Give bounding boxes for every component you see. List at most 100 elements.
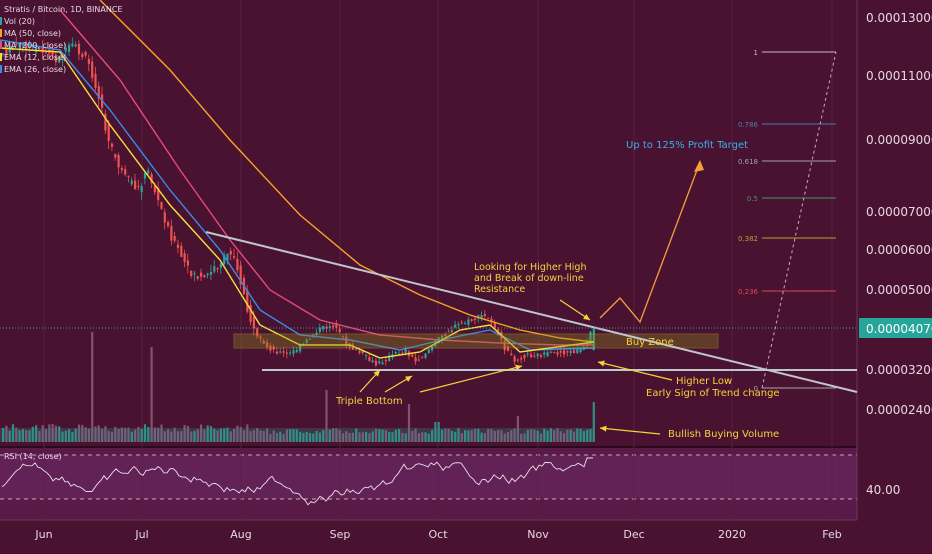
candle-body [305,339,308,343]
fib-retracement: 1 0.786 0.618 0.5 0.382 0.236 0 [738,49,837,393]
candle-body [246,290,249,312]
fib-level-label: 0.5 [747,195,758,203]
volume-bar [473,428,477,442]
volume-bar [338,430,341,442]
candle-body [206,273,209,275]
volume-bar [8,430,11,442]
volume-bar [513,428,516,442]
candle-body [355,348,358,350]
volume-bar [447,428,450,442]
time-tick-label: Sep [330,528,351,541]
volume-bar [229,431,232,442]
volume-bar [483,433,486,442]
volume-bar [312,433,315,442]
fib-level-label: 0.236 [738,288,759,296]
candle-body [21,44,24,46]
candle-body [186,260,189,266]
volume-bar [137,426,140,442]
volume-bar [41,425,44,442]
candle-body [216,268,219,270]
candle-body [226,253,229,261]
volume-bar [391,432,394,442]
candle-body [28,46,31,48]
annotations: Up to 125% Profit Target Looking for Hig… [335,140,780,440]
candle-body [183,253,186,262]
volume-bar [282,433,285,442]
candle-body [480,315,483,319]
candle-body [579,349,582,352]
candle-body [94,73,97,88]
candle-body [328,326,331,328]
volume-bar [530,429,533,442]
volume-bar [500,430,503,442]
volume-bar [401,432,404,442]
fib-level-label: 1 [754,49,758,57]
volume-bar [572,431,576,442]
candle-body [266,342,269,347]
volume-bar [173,427,176,442]
candle-body [279,351,282,353]
candle-body [239,265,242,285]
candle-body [256,328,259,337]
volume-bar [183,425,186,442]
candle-body [381,362,384,365]
candle-body [292,350,295,354]
volume-bar [84,427,87,442]
profit-target-label: Up to 125% Profit Target [626,140,748,151]
ma200-line [99,0,595,343]
volume-bar [147,427,150,442]
candle-body [312,334,315,336]
candle-body [91,61,94,78]
volume-bar [48,424,51,442]
volume-bar [526,429,529,442]
volume-bar [302,433,305,442]
volume-bar [299,431,302,442]
candle-body [470,319,473,321]
volume-bar [450,430,453,442]
candle-body [341,336,345,338]
candle-body [68,44,71,52]
candle-body [272,346,275,350]
volume-bar [576,428,579,442]
candle-body [566,351,569,353]
candle-body [431,345,434,351]
candle-body [487,317,490,319]
candle-body [371,360,374,363]
higher-low-line-2: Early Sign of Trend change [646,388,780,399]
volume-bar [361,432,364,442]
resistance-trendline [205,231,858,393]
candle-body [153,185,156,193]
volume-bar [71,431,74,442]
candle-body [497,329,500,332]
candle-body [127,175,130,177]
candle-body [51,49,54,56]
volume-bar [566,429,569,442]
candle-body [84,52,87,56]
volume-bar [348,433,351,442]
volume-bar [440,429,444,442]
volume-bar [305,431,308,442]
volume-bar [292,428,295,442]
volume-arrow [599,427,661,435]
candle-body [315,332,318,336]
candle-body [467,319,470,325]
candle-body [533,356,536,358]
volume-bar [516,416,519,442]
volume-bar [134,429,137,442]
higher-low-arrow [597,361,673,381]
volume-bar [239,426,242,442]
candle-body [157,187,160,201]
candle-body [464,323,467,325]
volume-bar [398,428,401,442]
volume-bar [457,428,460,442]
candle-body [289,352,292,354]
candle-body [513,356,516,362]
time-tick-label: Aug [230,528,251,541]
volume-bar [259,430,262,442]
volume-bar [68,429,71,442]
volume-bar [543,428,546,442]
volume-bar [460,433,463,442]
volume-bar [579,429,582,442]
candle-body [41,47,44,53]
fib-level-label: 0.382 [738,235,758,243]
